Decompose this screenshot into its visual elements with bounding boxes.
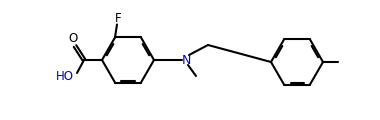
Text: F: F	[115, 12, 121, 25]
Text: N: N	[181, 54, 191, 66]
Text: O: O	[68, 33, 78, 45]
Text: HO: HO	[56, 71, 74, 84]
